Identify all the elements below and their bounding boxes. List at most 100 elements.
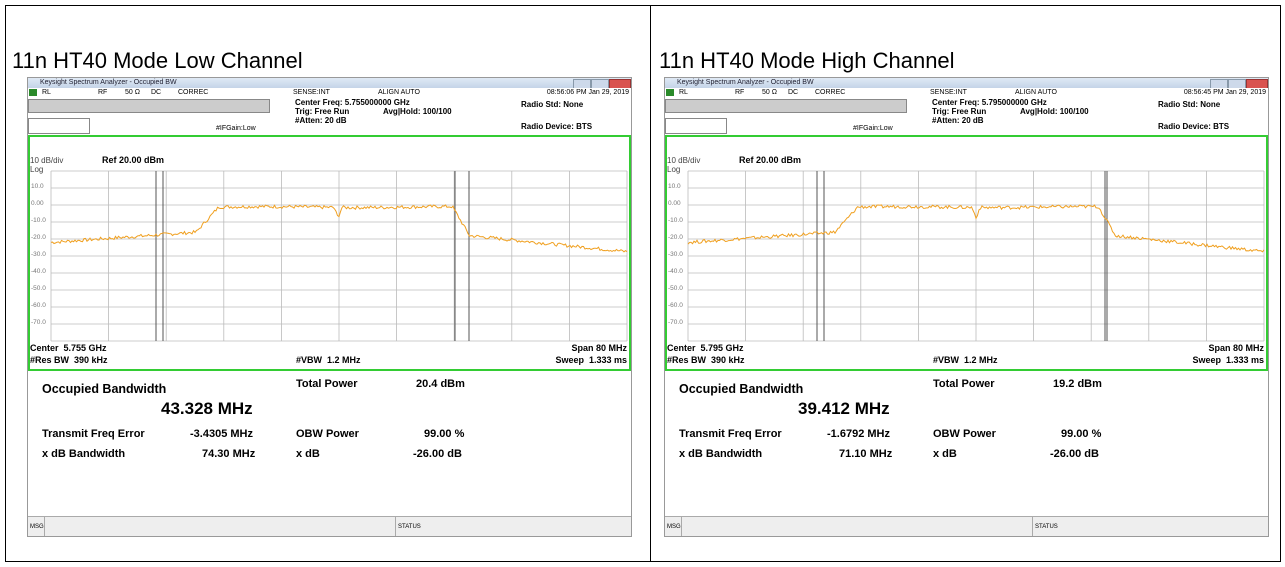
center-freq: Center Freq: 5.795000000 GHz xyxy=(932,98,1047,107)
toolbar-item: RF xyxy=(98,89,108,96)
y-axis-label: -50.0 xyxy=(31,285,46,292)
y-axis-label: 10.0 xyxy=(668,183,681,190)
radio-std: Radio Std: None xyxy=(1158,100,1221,109)
y-axis-label: -40.0 xyxy=(31,268,46,275)
tfe-value: -1.6792 MHz xyxy=(827,428,890,440)
settings-bar: Center Freq: 5.755000000 GHz Trig: Free R… xyxy=(28,97,631,135)
obw-power-value: 99.00 % xyxy=(1061,428,1102,440)
status-icon xyxy=(666,89,674,96)
center: Center 5.795 GHz xyxy=(667,343,744,353)
y-axis-label: -70.0 xyxy=(31,319,46,326)
y-axis-label: 0.00 xyxy=(31,200,44,207)
window-title: Keysight Spectrum Analyzer - Occupied BW xyxy=(677,79,814,86)
tfe-value: -3.4305 MHz xyxy=(190,428,253,440)
y-axis-label: -10.0 xyxy=(31,217,46,224)
total-power-label: Total Power xyxy=(933,378,995,390)
xdb-bw-value: 74.30 MHz xyxy=(202,448,256,460)
y-axis-label: -30.0 xyxy=(668,251,683,258)
toolbar-item: SENSE:INT xyxy=(293,89,330,96)
trig: Trig: Free Run xyxy=(295,107,350,116)
obw-value: 43.328 MHz xyxy=(161,399,253,418)
toolbar-item: SENSE:INT xyxy=(930,89,967,96)
xdb-label: x dB xyxy=(296,448,320,460)
sweep: Sweep 1.333 ms xyxy=(555,355,627,365)
separator xyxy=(395,517,396,536)
toolbar-item: CORREC xyxy=(815,89,846,96)
trace-plot xyxy=(687,170,1265,342)
total-power-value: 20.4 dBm xyxy=(416,378,465,390)
input-box xyxy=(665,99,907,113)
obw-power-label: OBW Power xyxy=(296,428,359,440)
screenshot: Keysight Spectrum Analyzer - Occupied BW… xyxy=(27,77,632,537)
y-axis-label: -60.0 xyxy=(31,302,46,309)
msg: MSG xyxy=(30,524,44,530)
xdb-value: -26.00 dB xyxy=(413,448,462,460)
y-axis-label: -20.0 xyxy=(668,234,683,241)
scale: 10 dB/div xyxy=(30,156,64,165)
tfe-label: Transmit Freq Error xyxy=(42,428,145,440)
title-bar: Keysight Spectrum Analyzer - Occupied BW xyxy=(665,78,1268,89)
screenshot: Keysight Spectrum Analyzer - Occupied BW… xyxy=(664,77,1269,537)
trace xyxy=(50,204,628,253)
log-label: Log xyxy=(667,165,681,174)
msg: MSG xyxy=(667,524,681,530)
ifgain: #IFGain:Low xyxy=(853,125,893,132)
title-bar: Keysight Spectrum Analyzer - Occupied BW xyxy=(28,78,631,89)
graph-panel: 10 dB/div Ref 20.00 dBm Log 10.0 0.00 -10.0 -2… xyxy=(28,135,631,371)
status-icon xyxy=(29,89,37,96)
toolbar-item: 50 Ω xyxy=(125,89,140,96)
toolbar-item: DC xyxy=(151,89,162,96)
span: Span 80 MHz xyxy=(571,343,627,353)
ifgain: #IFGain:Low xyxy=(216,125,256,132)
obw-label: Occupied Bandwidth xyxy=(679,382,804,396)
y-axis-label: -50.0 xyxy=(668,285,683,292)
y-axis-label: 10.0 xyxy=(31,183,44,190)
caption: 11n HT40 Mode Low Channel xyxy=(12,48,303,73)
trig: Trig: Free Run xyxy=(932,107,987,116)
status: STATUS xyxy=(398,524,421,530)
radio-device: Radio Device: BTS xyxy=(521,122,593,131)
toolbar-item: RL xyxy=(42,89,51,96)
y-axis-label: -60.0 xyxy=(668,302,683,309)
table-cell xyxy=(650,5,1281,562)
res-bw: #Res BW 390 kHz xyxy=(667,355,745,365)
xdb-bw-label: x dB Bandwidth xyxy=(42,448,126,460)
status-bar: MSG STATUS xyxy=(665,516,1268,536)
tfe-label: Transmit Freq Error xyxy=(679,428,782,440)
obw-power-label: OBW Power xyxy=(933,428,996,440)
timestamp: 08:56:45 PM Jan 29, 2019 xyxy=(1183,89,1266,96)
status: STATUS xyxy=(1035,524,1058,530)
ref-level: Ref 20.00 dBm xyxy=(739,155,802,165)
window-title: Keysight Spectrum Analyzer - Occupied BW xyxy=(40,79,177,86)
total-power-value: 19.2 dBm xyxy=(1053,378,1102,390)
y-axis-label: 0.00 xyxy=(668,200,681,207)
input-box xyxy=(28,118,90,134)
toolbar-item: RL xyxy=(679,89,688,96)
caption: 11n HT40 Mode High Channel xyxy=(659,48,955,73)
obw-power-value: 99.00 % xyxy=(424,428,465,440)
radio-device: Radio Device: BTS xyxy=(1158,122,1230,131)
graph-panel: 10 dB/div Ref 20.00 dBm Log 10.0 0.00 -10.0 -2… xyxy=(665,135,1268,371)
timestamp: 08:56:06 PM Jan 29, 2019 xyxy=(546,89,629,96)
toolbar-item: RF xyxy=(735,89,745,96)
toolbar-item: ALIGN AUTO xyxy=(1015,89,1057,96)
trace xyxy=(687,204,1265,253)
settings-bar: Center Freq: 5.795000000 GHz Trig: Free R… xyxy=(665,97,1268,135)
y-axis-label: -70.0 xyxy=(668,319,683,326)
toolbar-item: ALIGN AUTO xyxy=(378,89,420,96)
trace-plot xyxy=(50,170,628,342)
toolbar-item: 50 Ω xyxy=(762,89,777,96)
total-power-label: Total Power xyxy=(296,378,358,390)
radio-std: Radio Std: None xyxy=(521,100,584,109)
center-freq: Center Freq: 5.755000000 GHz xyxy=(295,98,410,107)
input-box xyxy=(28,99,270,113)
separator xyxy=(44,517,45,536)
xdb-value: -26.00 dB xyxy=(1050,448,1099,460)
separator xyxy=(681,517,682,536)
vbw: #VBW 1.2 MHz xyxy=(296,355,361,365)
obw-value: 39.412 MHz xyxy=(798,399,890,418)
separator xyxy=(1032,517,1033,536)
y-axis-label: -20.0 xyxy=(31,234,46,241)
toolbar-item: CORREC xyxy=(178,89,209,96)
